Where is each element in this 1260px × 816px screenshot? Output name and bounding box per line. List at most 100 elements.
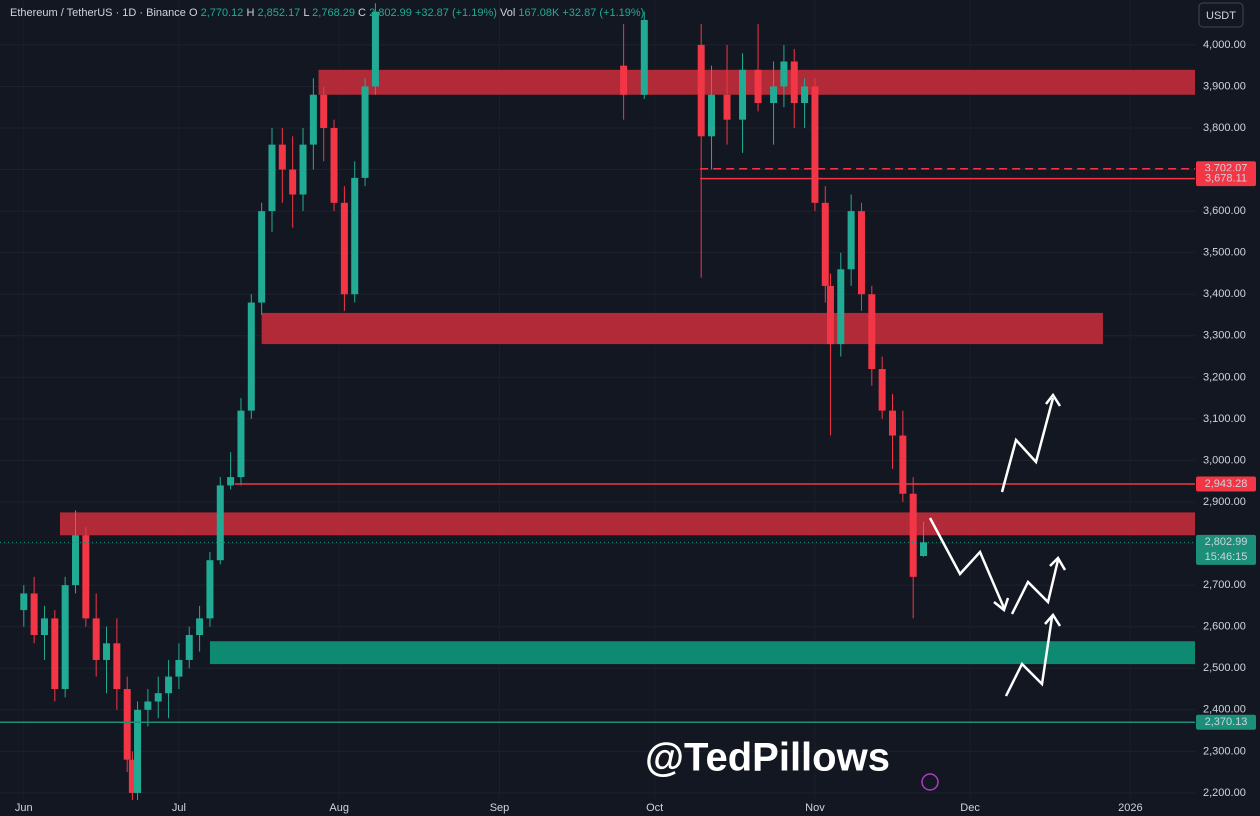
candle-body bbox=[20, 593, 28, 611]
x-tick-label: 2026 bbox=[1118, 802, 1142, 814]
candle-body bbox=[144, 701, 152, 710]
y-tick-label: 3,400.00 bbox=[1203, 288, 1246, 300]
candle-body bbox=[309, 94, 317, 145]
currency-label[interactable]: USDT bbox=[1206, 10, 1236, 22]
x-tick-label: Dec bbox=[960, 802, 980, 814]
price-tag bbox=[1196, 476, 1256, 492]
field-value: 2,852.17 bbox=[257, 7, 300, 19]
candle-body bbox=[128, 759, 136, 793]
candle-body bbox=[790, 61, 798, 104]
candle-body bbox=[811, 86, 819, 203]
candle-body bbox=[837, 269, 845, 345]
candle-body bbox=[708, 94, 716, 137]
plot-area bbox=[0, 3, 1195, 800]
candle-body bbox=[134, 709, 142, 793]
y-tick-label: 2,700.00 bbox=[1203, 579, 1246, 591]
field-key: H bbox=[246, 7, 254, 19]
arrow-head bbox=[1045, 392, 1062, 407]
candle-body bbox=[278, 144, 286, 170]
y-tick-label: 3,800.00 bbox=[1203, 122, 1246, 134]
candle-body bbox=[640, 19, 648, 95]
field-value: +32.87 (+1.19%) bbox=[415, 7, 497, 19]
field-key: Vol bbox=[500, 7, 515, 19]
candle-body bbox=[780, 61, 788, 87]
candle-body bbox=[71, 535, 79, 586]
price-tag-label: 2,370.13 bbox=[1205, 716, 1248, 728]
candle-body bbox=[847, 211, 855, 270]
y-tick-label: 2,300.00 bbox=[1203, 745, 1246, 757]
field-value: 2,770.12 bbox=[201, 7, 244, 19]
arrow-down-path bbox=[928, 517, 1006, 609]
candle-body bbox=[82, 535, 90, 619]
candle-body bbox=[237, 410, 245, 478]
price-tag bbox=[1196, 714, 1256, 730]
header: Ethereum / TetherUS · 1D · Binance O 2,7… bbox=[10, 7, 644, 19]
y-tick-label: 3,300.00 bbox=[1203, 330, 1246, 342]
y-tick-label: 2,600.00 bbox=[1203, 621, 1246, 633]
candle-body bbox=[351, 177, 359, 295]
candle-body bbox=[909, 493, 917, 577]
y-tick-label: 3,200.00 bbox=[1203, 371, 1246, 383]
field-key: L bbox=[303, 7, 309, 19]
candle-body bbox=[868, 294, 876, 370]
candle-body bbox=[826, 285, 834, 345]
candle-body bbox=[371, 11, 379, 87]
field-value: 2,802.99 bbox=[369, 7, 412, 19]
candle-body bbox=[165, 676, 173, 694]
candle-body bbox=[113, 643, 121, 690]
zone bbox=[209, 641, 1195, 665]
currency-button[interactable] bbox=[1198, 2, 1244, 28]
candle-body bbox=[320, 94, 328, 128]
candle-body bbox=[878, 369, 886, 411]
candle-body bbox=[801, 86, 809, 104]
zone bbox=[59, 512, 1195, 536]
x-tick-label: Jun bbox=[15, 802, 33, 814]
x-tick-label: Jul bbox=[172, 802, 186, 814]
candle-body bbox=[821, 202, 829, 286]
candle-body bbox=[216, 485, 224, 561]
arrows bbox=[928, 392, 1067, 697]
candle-body bbox=[196, 618, 204, 636]
candle-body bbox=[258, 211, 266, 303]
x-tick-label: Sep bbox=[490, 802, 510, 814]
candle-body bbox=[175, 659, 183, 677]
field-value: 2,768.29 bbox=[312, 7, 355, 19]
arrow-up-path bbox=[1004, 616, 1054, 697]
candle-body bbox=[51, 618, 59, 690]
y-tick-label: 3,600.00 bbox=[1203, 205, 1246, 217]
price-tag-label: 2,802.99 bbox=[1205, 536, 1248, 548]
candle-body bbox=[920, 542, 928, 557]
candle-body bbox=[330, 128, 338, 203]
field-key: C bbox=[358, 7, 366, 19]
candle-body bbox=[30, 593, 38, 636]
x-tick-label: Aug bbox=[329, 802, 349, 814]
x-tick-label: Oct bbox=[646, 802, 663, 814]
candle-body bbox=[723, 94, 731, 120]
arrow-head bbox=[993, 597, 1010, 613]
y-tick-label: 3,500.00 bbox=[1203, 247, 1246, 259]
candle-body bbox=[697, 44, 705, 137]
y-tick-label: 2,900.00 bbox=[1203, 496, 1246, 508]
arrow-up-path bbox=[1010, 559, 1060, 615]
y-tick-label: 2,400.00 bbox=[1203, 704, 1246, 716]
field-value: 167.08K bbox=[518, 7, 560, 19]
price-tag-label: 3,678.11 bbox=[1205, 173, 1247, 185]
arrow-head bbox=[1049, 555, 1067, 571]
y-tick-label: 3,100.00 bbox=[1203, 413, 1246, 425]
candle-body bbox=[857, 211, 865, 295]
candle-body bbox=[185, 635, 193, 660]
y-tick-label: 2,200.00 bbox=[1203, 787, 1246, 799]
candle-body bbox=[92, 618, 100, 660]
price-tag-label: 2,943.28 bbox=[1205, 478, 1248, 490]
candle-body bbox=[268, 144, 276, 212]
candle-body bbox=[227, 477, 235, 486]
candle-body bbox=[40, 618, 48, 636]
y-tick-label: 2,500.00 bbox=[1203, 662, 1246, 674]
candle-body bbox=[123, 689, 131, 760]
candle-body bbox=[289, 169, 297, 195]
candle-body bbox=[206, 560, 214, 619]
price-tag bbox=[1196, 171, 1256, 187]
logo-icon bbox=[921, 773, 939, 791]
